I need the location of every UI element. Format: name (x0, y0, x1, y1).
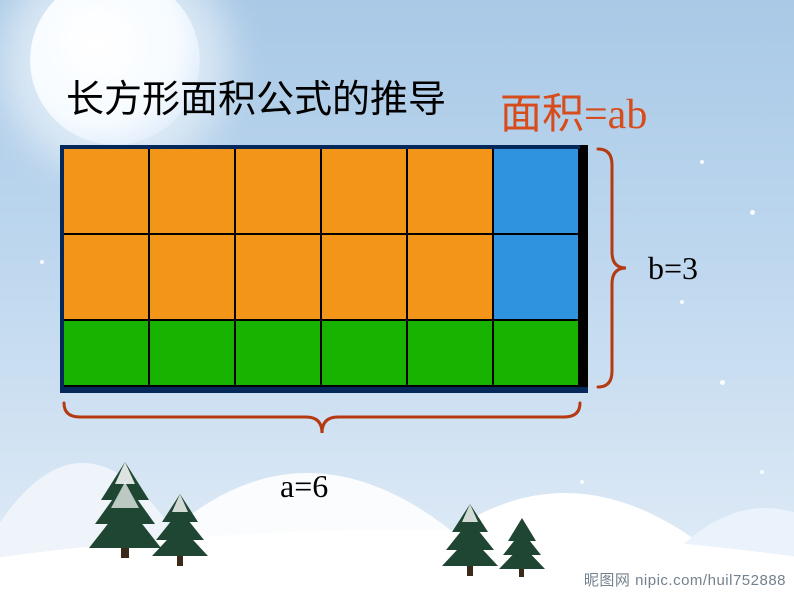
grid-cell (236, 149, 322, 235)
grid-cell (322, 149, 408, 235)
snow-dot (580, 480, 584, 484)
grid-bottom-edge (60, 387, 588, 393)
snow-dot (680, 300, 684, 304)
slide-title: 长方形面积公式的推导 (66, 68, 446, 123)
snow-dot (750, 210, 755, 215)
grid-cell (150, 321, 236, 387)
grid-cell (64, 235, 150, 321)
grid-cell (236, 321, 322, 387)
area-formula: 面积=ab (500, 80, 647, 141)
grid-cell (64, 321, 150, 387)
grid-cell (408, 235, 494, 321)
grid-cell (408, 149, 494, 235)
grid-cell (322, 321, 408, 387)
rectangle-grid (60, 145, 580, 387)
grid-cell (64, 149, 150, 235)
grid-cell (150, 149, 236, 235)
watermark: 昵图网 nipic.com/huil752888 (584, 569, 786, 590)
grid-cell (494, 149, 580, 235)
grid-cell (150, 235, 236, 321)
grid-right-edge (580, 145, 588, 391)
snow-dot (760, 470, 764, 474)
grid-cell (494, 235, 580, 321)
snow-dot (40, 260, 44, 264)
snow-dot (700, 160, 704, 164)
label-a: a=6 (280, 468, 328, 505)
grid-cell (236, 235, 322, 321)
grid-cell (494, 321, 580, 387)
snow-dot (720, 380, 725, 385)
label-b: b=3 (648, 250, 698, 287)
grid-cell (408, 321, 494, 387)
grid-cell (322, 235, 408, 321)
